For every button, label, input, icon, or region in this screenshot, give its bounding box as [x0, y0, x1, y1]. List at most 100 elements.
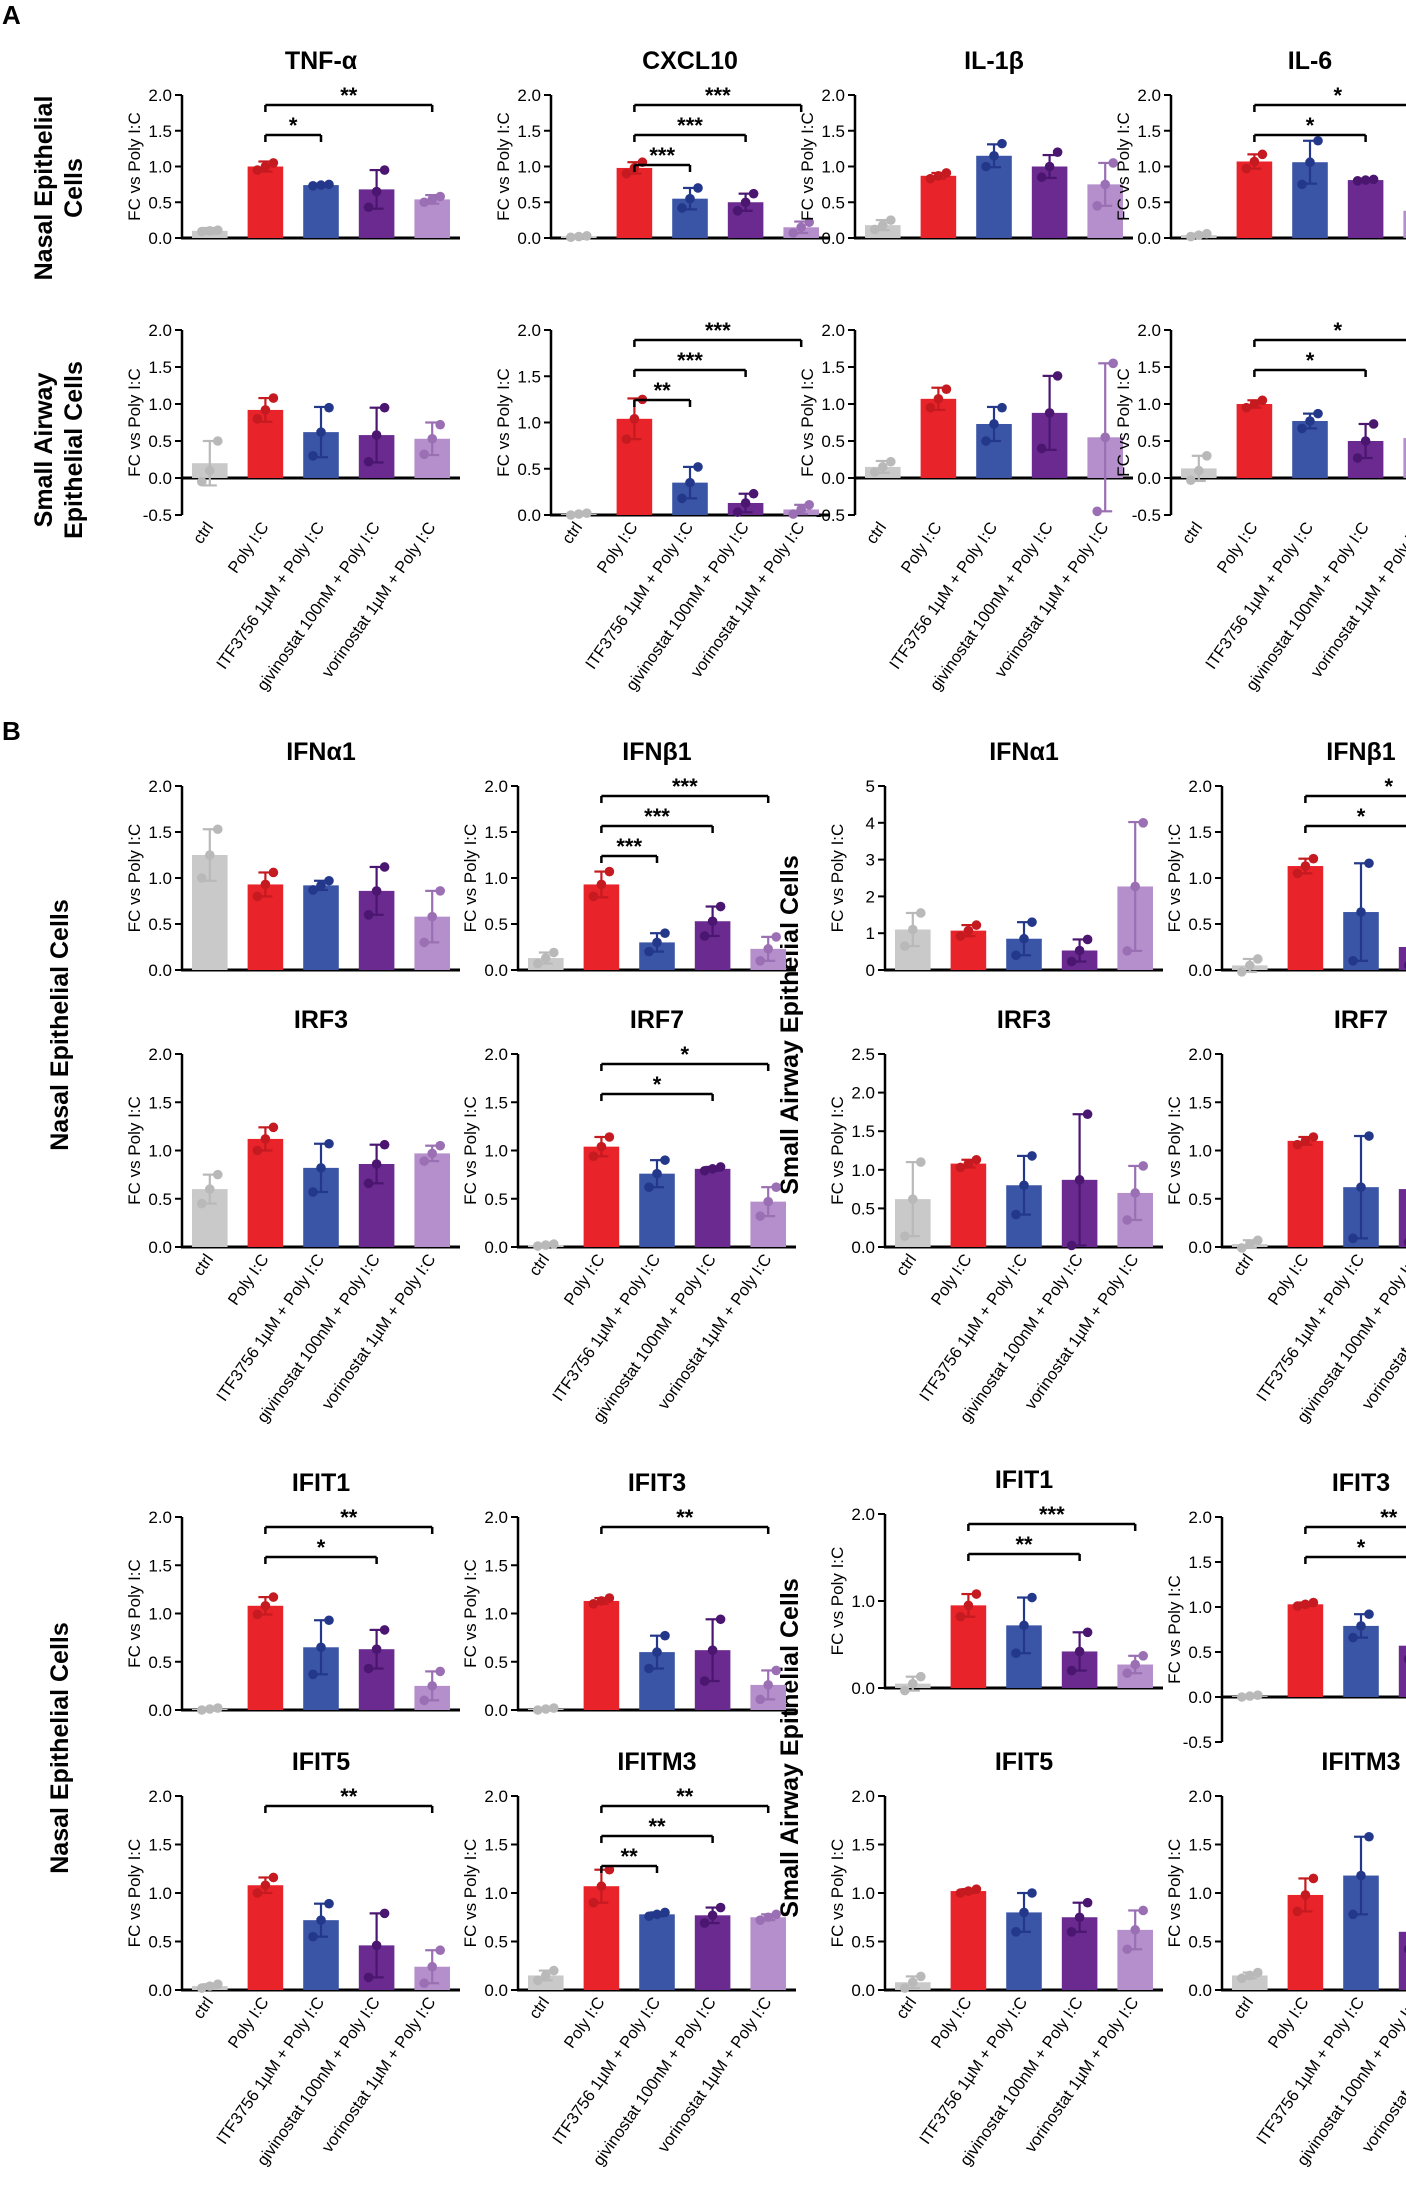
data-point	[363, 1972, 374, 1983]
data-point	[1138, 1161, 1148, 1171]
data-point	[763, 944, 773, 954]
data-point	[379, 862, 390, 872]
y-axis-label: FC vs Poly I:C	[125, 1559, 144, 1668]
y-tick-label: 0.5	[821, 193, 845, 212]
y-tick-label: 1.5	[148, 358, 172, 377]
data-point	[771, 932, 781, 942]
data-point	[677, 493, 687, 504]
data-point	[916, 1971, 926, 1982]
x-tick-label: ITF3756 1µM + Poly I:C	[886, 519, 1001, 673]
data-point	[748, 188, 759, 199]
charts: TNF-αFC vs Poly I:C0.00.51.01.52.0***CXC…	[125, 47, 1406, 2169]
y-tick-label: 0.5	[1188, 1643, 1212, 1662]
data-point	[379, 1625, 390, 1635]
data-point	[1044, 408, 1055, 418]
data-point	[316, 880, 326, 891]
data-point	[796, 222, 806, 233]
data-point	[715, 1902, 726, 1913]
data-point	[1011, 1209, 1021, 1220]
data-point	[1074, 945, 1085, 956]
row-label-b-small-1: Small Airway Epithelial Cells	[776, 855, 804, 1194]
bar-b-nasal-irf7-1	[583, 1146, 620, 1247]
data-point	[1241, 163, 1252, 174]
y-tick-label: 0.0	[484, 1701, 508, 1720]
data-point	[925, 173, 936, 184]
x-tick-label: ctrl	[190, 1994, 217, 2022]
y-tick-label: 0.5	[851, 1933, 875, 1952]
data-point	[268, 1592, 279, 1602]
y-tick-label: -0.5	[816, 506, 845, 525]
data-point	[435, 1945, 446, 1956]
data-point	[604, 1132, 615, 1142]
data-point	[1138, 1651, 1148, 1661]
data-point	[1036, 172, 1047, 183]
y-tick-label: 1.5	[517, 122, 541, 141]
chart-title: IFIT3	[628, 1469, 686, 1497]
data-point	[1027, 917, 1037, 927]
data-point	[652, 1647, 662, 1657]
x-tick-label: ITF3756 1µM + Poly I:C	[1202, 519, 1317, 673]
data-point	[755, 1211, 765, 1221]
data-point	[1305, 416, 1315, 426]
data-point	[541, 1704, 551, 1714]
panel-b-label: B	[2, 716, 21, 746]
chart-title: IFNα1	[286, 738, 356, 766]
y-tick-label: 1.0	[484, 1142, 508, 1161]
x-tick-label: vorinostat 1µM + Poly I:C	[688, 519, 809, 681]
data-point	[427, 1681, 438, 1691]
x-tick-label: vorinostat 1µM + Poly I:C	[319, 1251, 440, 1413]
x-tick-label: ITF3756 1µM + Poly I:C	[549, 1251, 664, 1405]
y-tick-label: 1.5	[148, 122, 172, 141]
data-point	[213, 436, 223, 446]
data-point	[699, 931, 710, 941]
data-point	[1305, 157, 1315, 168]
data-point	[205, 226, 215, 236]
data-point	[549, 1239, 559, 1249]
y-tick-label: 1.5	[1188, 1093, 1212, 1112]
y-tick-label: 1.0	[821, 158, 845, 177]
x-tick-label: vorinostat 1µM + Poly I:C	[1022, 1994, 1143, 2156]
x-tick-label: ITF3756 1µM + Poly I:C	[213, 1994, 328, 2148]
data-point	[1066, 956, 1077, 967]
data-point	[715, 1614, 726, 1625]
chart-title: IFNβ1	[1326, 738, 1396, 766]
x-tick-label: ITF3756 1µM + Poly I:C	[549, 1994, 664, 2148]
data-point	[1249, 156, 1260, 167]
y-tick-label: 0.5	[1188, 1933, 1212, 1952]
data-point	[308, 181, 318, 191]
y-tick-label: 0.5	[517, 460, 541, 479]
data-point	[604, 1864, 615, 1875]
data-point	[379, 1139, 390, 1150]
significance-label: **	[621, 1844, 639, 1869]
data-point	[549, 1703, 559, 1713]
data-point	[963, 925, 974, 936]
data-point	[268, 1122, 279, 1133]
y-tick-label: 0.0	[1188, 1981, 1212, 2000]
row-label-line: Small Airway	[30, 373, 58, 528]
data-point	[1011, 950, 1021, 961]
data-point	[1044, 161, 1055, 172]
data-point	[1300, 1599, 1311, 1610]
bar-a-nasal-il1b-2	[976, 155, 1012, 238]
data-point	[644, 946, 654, 957]
data-point	[533, 1975, 543, 1986]
data-point	[260, 879, 271, 890]
data-point	[1245, 1691, 1255, 1701]
y-tick-label: 0.5	[517, 193, 541, 212]
data-point	[1403, 1238, 1406, 1247]
chart-title: TNF-α	[285, 47, 358, 75]
y-axis-label: FC vs Poly I:C	[125, 1096, 144, 1205]
significance-label: *	[653, 1072, 662, 1097]
data-point	[596, 1881, 607, 1892]
y-tick-label: 1.5	[484, 1556, 508, 1575]
y-tick-label: 2.0	[484, 1045, 508, 1064]
bar-b2-small-ifit5-1	[950, 1891, 987, 1990]
data-point	[1241, 402, 1252, 413]
data-point	[660, 928, 670, 938]
y-tick-label: 3	[866, 851, 875, 870]
data-point	[252, 1609, 263, 1620]
significance-label: **	[340, 1784, 358, 1809]
data-point	[1052, 371, 1063, 381]
y-tick-label: 1.5	[851, 1836, 875, 1855]
data-point	[197, 1198, 207, 1209]
